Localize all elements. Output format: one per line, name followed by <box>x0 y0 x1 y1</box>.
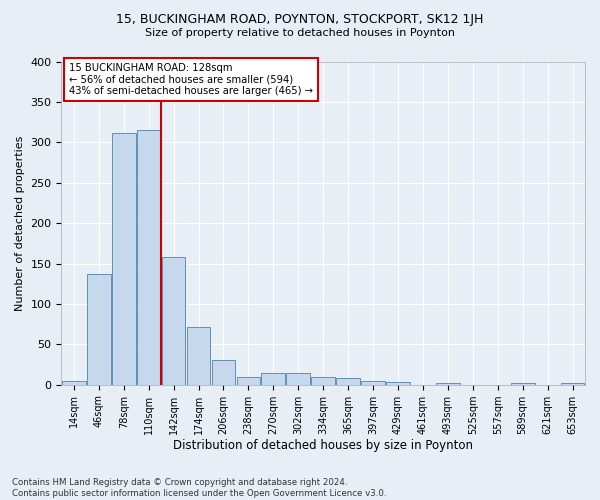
Text: Contains HM Land Registry data © Crown copyright and database right 2024.
Contai: Contains HM Land Registry data © Crown c… <box>12 478 386 498</box>
Bar <box>137 130 161 384</box>
Bar <box>361 380 385 384</box>
Bar <box>162 257 185 384</box>
Text: 15, BUCKINGHAM ROAD, POYNTON, STOCKPORT, SK12 1JH: 15, BUCKINGHAM ROAD, POYNTON, STOCKPORT,… <box>116 12 484 26</box>
Bar <box>236 376 260 384</box>
Bar <box>286 374 310 384</box>
Bar <box>386 382 410 384</box>
Bar <box>436 383 460 384</box>
Bar <box>212 360 235 384</box>
X-axis label: Distribution of detached houses by size in Poynton: Distribution of detached houses by size … <box>173 440 473 452</box>
Bar <box>560 383 584 384</box>
Text: Size of property relative to detached houses in Poynton: Size of property relative to detached ho… <box>145 28 455 38</box>
Bar <box>112 132 136 384</box>
Y-axis label: Number of detached properties: Number of detached properties <box>15 136 25 311</box>
Bar <box>311 376 335 384</box>
Bar <box>187 328 211 384</box>
Bar <box>336 378 360 384</box>
Bar <box>511 383 535 384</box>
Bar <box>87 274 110 384</box>
Bar <box>262 374 285 384</box>
Text: 15 BUCKINGHAM ROAD: 128sqm
← 56% of detached houses are smaller (594)
43% of sem: 15 BUCKINGHAM ROAD: 128sqm ← 56% of deta… <box>69 63 313 96</box>
Bar <box>62 382 86 384</box>
